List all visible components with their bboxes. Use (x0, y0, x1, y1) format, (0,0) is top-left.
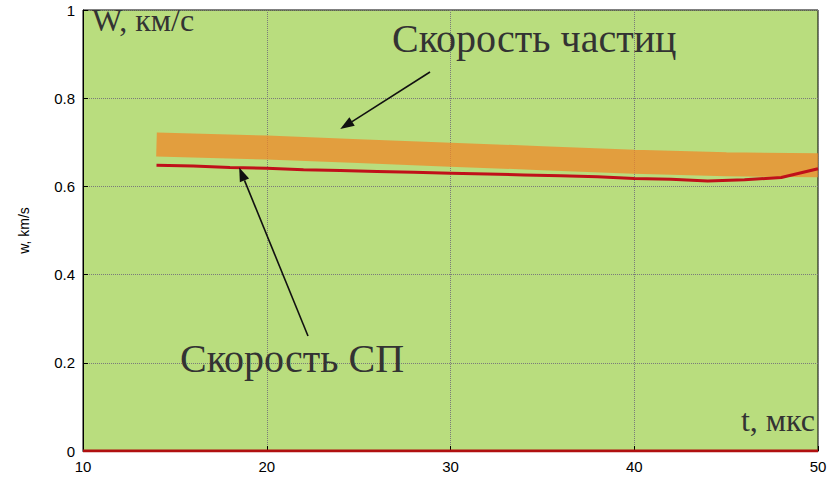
svg-text:Скорость СП: Скорость СП (180, 336, 404, 381)
svg-text:0: 0 (67, 443, 75, 460)
svg-text:20: 20 (258, 458, 275, 475)
svg-text:0.8: 0.8 (54, 90, 75, 107)
svg-text:W, км/с: W, км/с (92, 2, 194, 38)
svg-text:50: 50 (810, 458, 827, 475)
svg-text:10: 10 (75, 458, 92, 475)
svg-text:w, km/s: w, km/s (16, 207, 32, 255)
svg-text:t, мкс: t, мкс (741, 402, 815, 438)
svg-text:0.2: 0.2 (54, 354, 75, 371)
svg-text:0.4: 0.4 (54, 266, 75, 283)
svg-text:1: 1 (67, 2, 75, 19)
svg-text:30: 30 (442, 458, 459, 475)
svg-text:0.6: 0.6 (54, 178, 75, 195)
svg-text:Скорость частиц: Скорость частиц (392, 16, 676, 61)
svg-text:40: 40 (626, 458, 643, 475)
